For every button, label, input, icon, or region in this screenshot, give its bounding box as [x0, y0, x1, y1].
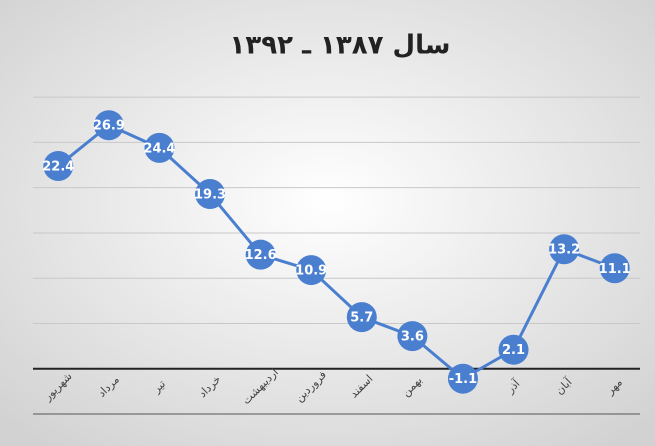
point: [296, 255, 327, 286]
chart-title: سال ۱۳۸۷ ـ ۱۳۹۲: [230, 31, 451, 61]
data-label: 3.6: [401, 330, 424, 345]
point: [144, 132, 175, 163]
point: [346, 302, 377, 333]
point: [498, 334, 529, 365]
data-label: 5.7: [350, 311, 373, 326]
point: [397, 321, 428, 352]
point: [93, 110, 124, 141]
point: [195, 179, 226, 210]
point: [447, 363, 478, 394]
data-label: 22.4: [42, 159, 74, 174]
point: [599, 253, 630, 284]
point: [43, 150, 74, 181]
point: [245, 239, 276, 270]
data-label: 2.1: [502, 343, 525, 358]
data-label: 12.6: [245, 248, 277, 263]
data-label: -1.1: [449, 372, 477, 387]
data-label: 26.9: [93, 119, 125, 134]
data-label: 19.3: [194, 188, 226, 203]
data-label: 13.2: [548, 243, 580, 258]
data-label: 11.1: [599, 262, 631, 277]
data-label: 10.9: [295, 264, 327, 279]
point: [549, 234, 580, 265]
data-label: 24.4: [143, 141, 175, 156]
